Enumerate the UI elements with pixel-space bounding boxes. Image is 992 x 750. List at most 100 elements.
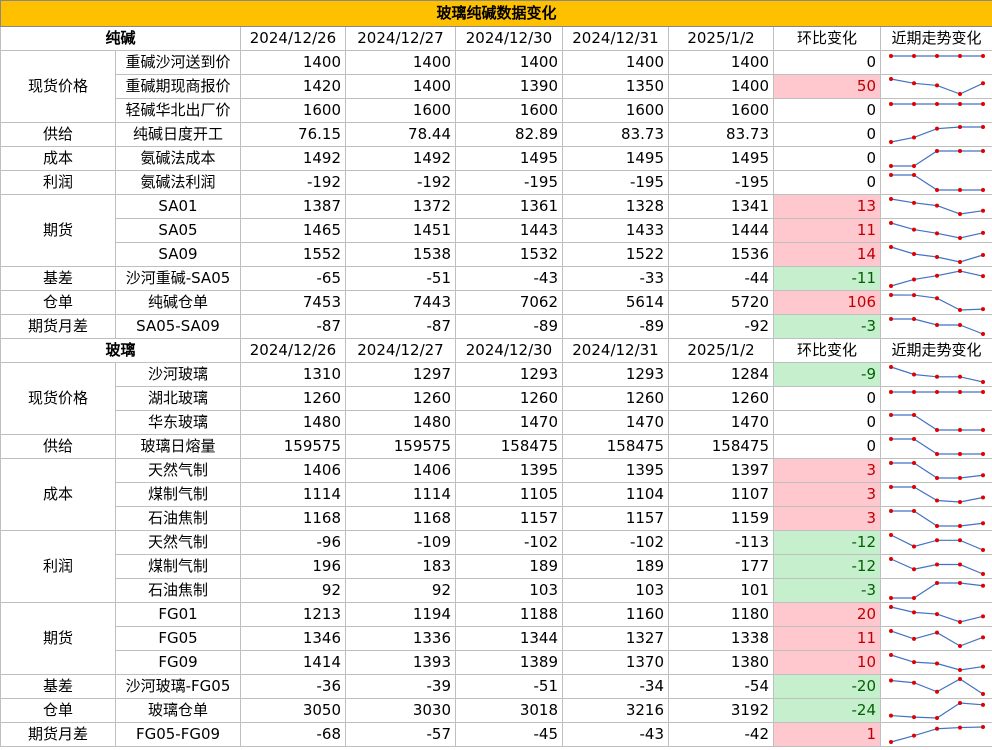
value-cell: 3030 xyxy=(345,698,456,723)
category: 期货月差 xyxy=(0,314,116,339)
sparkline-point xyxy=(935,524,939,528)
value-cell: 5720 xyxy=(668,290,774,315)
data-row: 现货价格 沙河玻璃 1310 1297 1293 1293 1284 -9 xyxy=(0,362,992,435)
sparkline-point xyxy=(889,197,893,201)
trend-cell xyxy=(879,698,992,723)
sparkline-point xyxy=(935,726,939,731)
trend-cell xyxy=(879,506,992,531)
value-cell: 1397 xyxy=(668,458,774,483)
sparkline-point xyxy=(889,596,893,600)
sparkline-point xyxy=(981,54,985,58)
sparkline-point xyxy=(981,230,985,235)
title: 玻璃纯碱数据变化 xyxy=(0,0,992,27)
sparkline-point xyxy=(935,716,939,720)
value-cell: 1350 xyxy=(562,74,669,99)
item-name: 煤制气制 xyxy=(115,482,241,507)
sparkline xyxy=(889,317,985,336)
change-cell: 0 xyxy=(773,410,881,435)
sparkline-point xyxy=(981,188,985,192)
value-cell: 1380 xyxy=(668,650,774,675)
value-cell: 1522 xyxy=(562,242,669,267)
value-cell: 158475 xyxy=(455,434,563,459)
sparkline-line xyxy=(891,174,983,191)
value-cell: 7443 xyxy=(345,290,456,315)
value-cell: 1114 xyxy=(240,482,346,507)
category: 成本 xyxy=(0,458,116,531)
value-cell: -36 xyxy=(240,674,346,699)
sparkline-point xyxy=(935,323,939,327)
value-cell: 1480 xyxy=(345,410,456,435)
sparkline-line xyxy=(890,702,984,719)
sparkline-point xyxy=(889,77,893,81)
value-cell: 1395 xyxy=(455,458,563,483)
sparkline xyxy=(889,125,985,144)
sparkline-point xyxy=(958,149,962,153)
value-cell: 1260 xyxy=(668,386,774,411)
value-cell: -65 xyxy=(240,266,346,291)
sparkline-point xyxy=(958,236,962,240)
column-header: 环比变化 xyxy=(773,338,881,363)
data-row: 基差 沙河重碱-SA05 -65 -51 -43 -33 -44 -11 xyxy=(0,266,992,291)
title-row: 玻璃纯碱数据变化 xyxy=(0,0,992,27)
sparkline-point xyxy=(981,452,985,456)
change-cell: 0 xyxy=(773,434,881,459)
sparkline-point xyxy=(935,255,939,259)
sparkline-point xyxy=(889,102,893,106)
sparkline-point xyxy=(889,509,893,513)
sparkline-point xyxy=(889,678,893,683)
change-cell: -11 xyxy=(773,266,881,291)
value-cell: 1293 xyxy=(455,362,563,387)
value-cell: -57 xyxy=(345,722,456,747)
section-name: 纯碱 xyxy=(0,26,241,51)
sparkline-point xyxy=(912,164,916,168)
value-cell: 158475 xyxy=(562,434,669,459)
value-cell: -44 xyxy=(668,266,774,291)
item-name: 沙河重碱-SA05 xyxy=(115,266,241,291)
sparkline xyxy=(889,653,985,672)
value-cell: -45 xyxy=(455,722,563,747)
value-cell: 78.44 xyxy=(345,122,456,147)
sparkline-point xyxy=(912,636,916,641)
sparkline-point xyxy=(958,644,962,648)
change-cell: -12 xyxy=(773,530,881,555)
value-cell: 83.73 xyxy=(668,122,774,147)
change-cell: 0 xyxy=(773,50,881,75)
change-cell: 1 xyxy=(773,722,881,747)
value-cell: 1328 xyxy=(562,194,669,219)
value-cell: 3192 xyxy=(668,698,774,723)
value-cell: 1600 xyxy=(345,98,456,123)
trend-cell xyxy=(879,722,992,747)
category: 基差 xyxy=(0,266,116,291)
trend-cell xyxy=(879,122,992,147)
trend-cell xyxy=(879,554,992,579)
sparkline xyxy=(889,269,985,288)
value-cell: 5614 xyxy=(562,290,669,315)
sparkline-point xyxy=(889,365,893,369)
sparkline-point xyxy=(958,581,962,585)
sparkline-point xyxy=(958,323,962,327)
sparkline xyxy=(889,557,985,576)
trend-cell xyxy=(879,434,992,459)
sparkline xyxy=(889,365,985,384)
value-cell: 1470 xyxy=(455,410,563,435)
sparkline-point xyxy=(889,173,893,177)
value-cell: 1387 xyxy=(240,194,346,219)
value-cell: 1105 xyxy=(455,482,563,507)
column-header: 2025/1/2 xyxy=(668,338,774,363)
sparkline-point xyxy=(958,428,962,432)
sparkline-point xyxy=(912,200,916,205)
value-cell: 1414 xyxy=(240,650,346,675)
sparkline-point xyxy=(981,664,985,669)
value-cell: -33 xyxy=(562,266,669,291)
data-row: 仓单 纯碱仓单 7453 7443 7062 5614 5720 106 xyxy=(0,290,992,315)
sparkline-point xyxy=(981,702,985,707)
trend-cell xyxy=(879,194,992,219)
change-cell: 0 xyxy=(773,122,881,147)
value-cell: 1180 xyxy=(668,602,774,627)
item-name: FG09 xyxy=(115,650,241,675)
value-cell: 1160 xyxy=(562,602,669,627)
value-cell: -43 xyxy=(562,722,669,747)
sparkline-point xyxy=(912,277,916,282)
value-cell: -92 xyxy=(668,314,774,339)
sparkline xyxy=(889,54,985,58)
